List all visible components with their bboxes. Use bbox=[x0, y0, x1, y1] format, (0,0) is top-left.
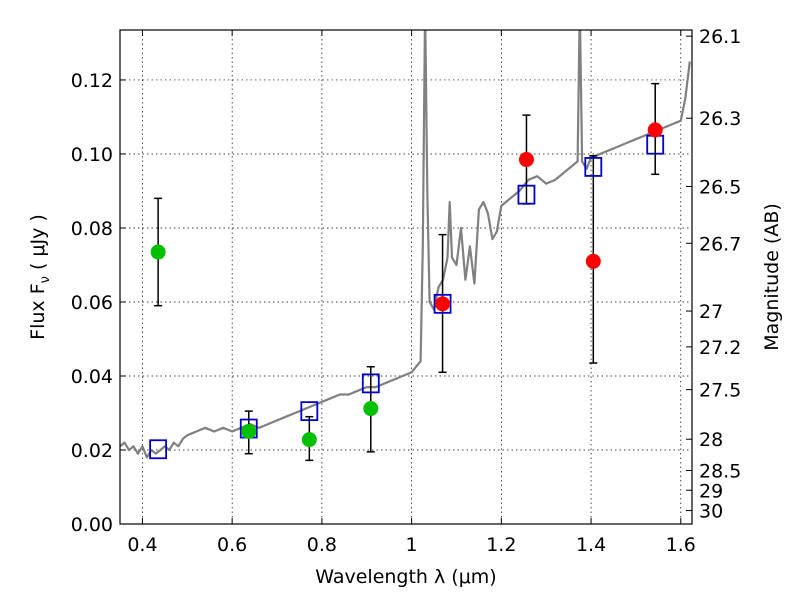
y-axis-title-unit: ( μJy ) bbox=[27, 214, 49, 276]
right-tick-label: 27.2 bbox=[699, 337, 741, 359]
red-data-point bbox=[518, 152, 534, 168]
model-photometry-square bbox=[584, 157, 603, 177]
right-tick-label: 28 bbox=[699, 429, 723, 451]
right-tick-label: 29 bbox=[699, 480, 723, 502]
x-tick-label: 0.4 bbox=[127, 534, 157, 556]
model-photometry-square bbox=[433, 293, 452, 314]
y-tick-label: 0.06 bbox=[71, 292, 113, 314]
y-tick-label: 0.08 bbox=[71, 218, 113, 240]
x-tick-label: 0.6 bbox=[217, 534, 247, 556]
model-spectrum bbox=[120, 30, 691, 459]
model-photometry-square bbox=[517, 184, 536, 205]
x-tick-label: 1.6 bbox=[666, 534, 696, 556]
green-data-point bbox=[301, 432, 317, 448]
green-data-point bbox=[150, 244, 166, 260]
model-photometry-square bbox=[149, 439, 168, 460]
x-axis-title: Wavelength λ (μm) bbox=[315, 566, 496, 588]
y-tick-label: 0.02 bbox=[71, 440, 113, 462]
x-tick-label: 1 bbox=[406, 534, 418, 556]
right-tick-label: 28.5 bbox=[699, 461, 741, 483]
red-data-point bbox=[647, 122, 663, 138]
right-tick-label: 26.5 bbox=[699, 177, 741, 199]
green-data-point bbox=[363, 401, 379, 417]
x-tick-label: 0.8 bbox=[307, 534, 337, 556]
grid bbox=[120, 30, 692, 524]
right-tick-label: 26.3 bbox=[699, 108, 741, 130]
right-tick-label: 27.5 bbox=[699, 380, 741, 402]
right-tick-label: 30 bbox=[699, 501, 723, 523]
red-data-point bbox=[585, 253, 601, 269]
y-axis-title-subscript: ν bbox=[38, 276, 53, 283]
y-tick-label: 0.10 bbox=[71, 144, 113, 166]
plot-frame bbox=[119, 29, 693, 525]
x-tick-label: 1.4 bbox=[576, 534, 606, 556]
model-photometry-square bbox=[300, 401, 319, 422]
right-tick-label: 26.1 bbox=[699, 26, 741, 48]
right-tick-label: 26.7 bbox=[699, 233, 741, 255]
y-tick-label: 0.12 bbox=[71, 70, 113, 92]
y-axis-title: Flux Fν ( μJy ) bbox=[27, 214, 53, 340]
y-axis-title-main: Flux F bbox=[27, 283, 49, 339]
model-spectrum-line bbox=[120, 30, 691, 459]
y-tick-label: 0.04 bbox=[71, 366, 113, 388]
data-points bbox=[149, 82, 665, 462]
right-tick-label: 27 bbox=[699, 301, 723, 323]
y-tick-label: 0.00 bbox=[71, 514, 113, 536]
green-data-point bbox=[241, 423, 257, 439]
axis-ticks: 0.4 0.6 0.8 1 1.2 1.4 1.6 0.00 0.02 0.04 0.06 0.08 0… bbox=[71, 26, 742, 556]
model-photometry-square bbox=[361, 373, 380, 394]
right-axis-title: Magnitude (AB) bbox=[761, 203, 783, 351]
red-data-point bbox=[435, 296, 451, 312]
x-tick-label: 1.2 bbox=[486, 534, 516, 556]
